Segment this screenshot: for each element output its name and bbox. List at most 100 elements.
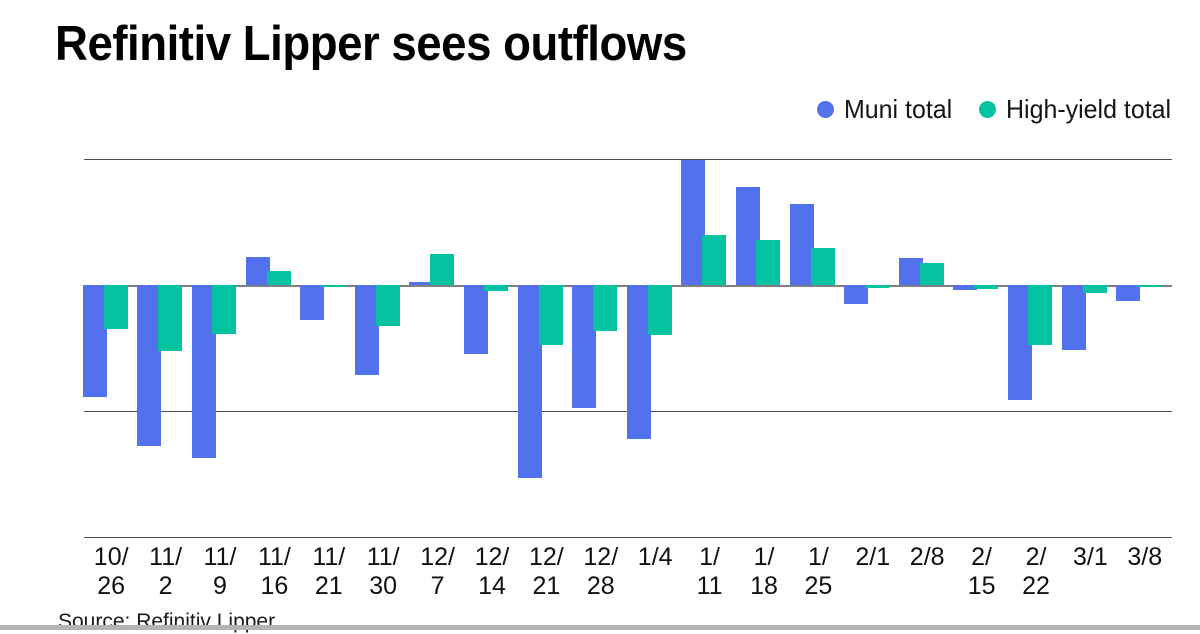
bar[interactable] <box>681 160 706 285</box>
bar[interactable] <box>1116 285 1141 301</box>
bar[interactable] <box>538 285 563 345</box>
bar[interactable] <box>1082 285 1107 294</box>
chart-legend: Muni total High-yield total <box>817 93 1178 125</box>
x-axis-tick-label: 11/ 16 <box>257 543 291 600</box>
x-axis-tick-label: 1/ 18 <box>750 543 778 600</box>
bar[interactable] <box>593 285 618 331</box>
bar-group <box>572 159 628 537</box>
y-axis-tick-label: -$2B <box>0 397 76 426</box>
x-axis-tick-label: 11/ 30 <box>366 543 400 600</box>
bar[interactable] <box>789 204 814 285</box>
bar-group <box>735 159 791 537</box>
bar-group <box>844 159 900 537</box>
bar[interactable] <box>735 187 760 285</box>
bar-group <box>1061 159 1117 537</box>
bar-group <box>354 159 410 537</box>
bar-group <box>463 159 519 537</box>
bar[interactable] <box>430 253 455 285</box>
x-axis-tick-label: 1/4 <box>637 543 673 571</box>
legend-item-high-yield-total[interactable]: High-yield total <box>979 94 1178 125</box>
bar-group <box>245 159 301 537</box>
bar-series-container <box>82 159 1172 537</box>
bar[interactable] <box>844 285 869 304</box>
bar[interactable] <box>953 285 978 291</box>
bar[interactable] <box>1028 285 1053 345</box>
bar-group <box>626 159 682 537</box>
legend-item-muni-total[interactable]: Muni total <box>817 94 957 125</box>
y-axis-tick-label: $0 <box>0 271 76 300</box>
x-axis-tick-label: 2/ 15 <box>967 543 996 600</box>
bar-group <box>517 159 573 537</box>
x-axis-labels: 10/ 26 11/ 2 11/ 9 11/ 16 11/ 21 11/ 30 12/ 7 1… <box>84 543 1172 603</box>
bar[interactable] <box>191 285 216 459</box>
gridline-2B <box>84 159 1172 160</box>
bar[interactable] <box>1137 285 1162 287</box>
x-axis-tick-label: 2/ 22 <box>1022 543 1050 600</box>
bar-group <box>1007 159 1063 537</box>
bar[interactable] <box>266 271 291 285</box>
x-axis-tick-label: 12/ 21 <box>529 543 564 600</box>
bar[interactable] <box>463 285 488 355</box>
x-axis-tick-label: 1/ 11 <box>696 543 723 600</box>
x-axis-tick-label: 12/ 28 <box>583 543 619 600</box>
y-axis-tick-label: $2B <box>0 145 76 174</box>
bar[interactable] <box>626 285 651 440</box>
bar[interactable] <box>756 239 781 285</box>
bar-group <box>898 159 954 537</box>
bar[interactable] <box>137 285 162 446</box>
gridline--4B <box>84 537 1172 538</box>
bar[interactable] <box>82 285 107 398</box>
bar[interactable] <box>810 248 835 285</box>
legend-label: Muni total <box>844 93 953 124</box>
bar[interactable] <box>898 257 923 285</box>
x-axis-tick-label: 11/ 21 <box>312 543 346 600</box>
bar-group <box>953 159 1008 537</box>
bar[interactable] <box>212 285 237 335</box>
x-axis-tick-label: 12/ 14 <box>474 543 510 600</box>
bar[interactable] <box>321 285 346 287</box>
bar[interactable] <box>354 285 379 376</box>
bar[interactable] <box>572 285 597 408</box>
bar[interactable] <box>484 285 509 292</box>
bar[interactable] <box>300 285 325 320</box>
bar[interactable] <box>1061 285 1086 350</box>
bar-group <box>1116 159 1172 537</box>
bar-group <box>409 159 464 537</box>
bar[interactable] <box>375 285 400 326</box>
bar[interactable] <box>1007 285 1032 401</box>
legend-dot-icon <box>817 100 835 118</box>
y-axis-tick-label: -$4B <box>0 523 76 552</box>
plot-area <box>82 159 1172 538</box>
x-axis-tick-label: 11/ 9 <box>203 543 237 600</box>
x-axis-tick-label: 3/8 <box>1127 543 1163 571</box>
bar[interactable] <box>865 285 890 289</box>
bar-group <box>137 159 192 537</box>
x-axis-tick-label: 2/1 <box>855 543 891 571</box>
bar[interactable] <box>103 285 128 330</box>
bar-group <box>681 159 736 537</box>
bar-group <box>82 159 138 537</box>
bar-group <box>191 159 247 537</box>
page-title: Refinitiv Lipper sees outflows <box>55 17 687 71</box>
x-axis-tick-label: 2/8 <box>909 543 945 571</box>
legend-label: High-yield total <box>1006 93 1172 124</box>
x-axis-tick-label: 12/ 7 <box>420 543 455 600</box>
x-axis-tick-label: 3/1 <box>1073 543 1108 571</box>
x-axis-tick-label: 11/ 2 <box>149 543 183 600</box>
bar[interactable] <box>245 256 270 285</box>
x-axis-tick-label: 1/ 25 <box>804 543 833 600</box>
x-axis-tick-label: 10/ 26 <box>93 543 129 600</box>
legend-dot-icon <box>979 100 997 118</box>
bar[interactable] <box>647 285 672 336</box>
bar[interactable] <box>702 234 727 285</box>
bar[interactable] <box>919 262 944 285</box>
bar-group <box>300 159 356 537</box>
bar[interactable] <box>517 285 542 479</box>
bar[interactable] <box>974 285 999 289</box>
bar[interactable] <box>409 281 434 285</box>
footer-rule <box>0 625 1200 630</box>
bar-group <box>789 159 845 537</box>
bar[interactable] <box>158 285 183 352</box>
source-note: Source: Refinitiv Lipper <box>58 610 276 633</box>
